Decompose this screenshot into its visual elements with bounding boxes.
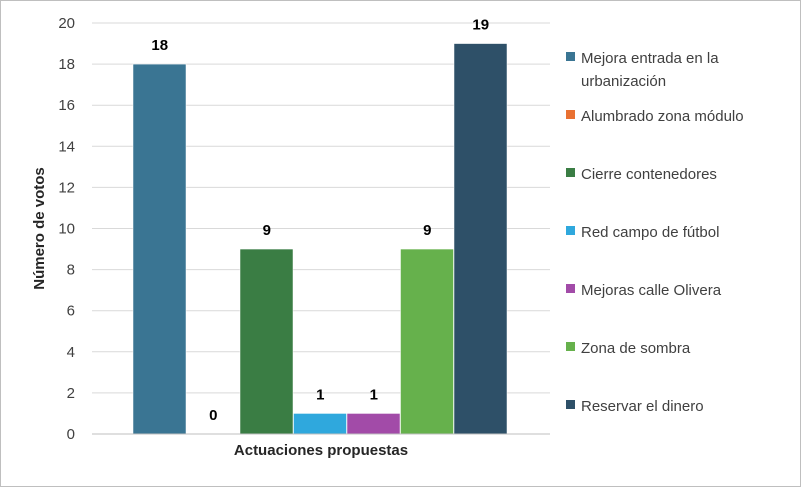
bar xyxy=(346,413,401,435)
y-axis-ticks: 0 2 4 6 8 10 12 14 16 18 20 xyxy=(58,15,75,443)
legend-swatch xyxy=(566,168,575,177)
legend-item: Mejoras calle Olivera xyxy=(566,282,722,299)
data-label: 9 xyxy=(263,222,271,239)
legend-swatch xyxy=(566,284,575,293)
legend-item: Alumbrado zona módulo xyxy=(566,108,744,125)
legend-item: Zona de sombra xyxy=(566,340,691,357)
y-tick-label: 4 xyxy=(67,344,75,361)
legend-swatch xyxy=(566,226,575,235)
legend-swatch xyxy=(566,342,575,351)
legend-label: Cierre contenedores xyxy=(581,166,717,183)
y-tick-label: 12 xyxy=(58,179,75,196)
y-tick-label: 2 xyxy=(67,385,75,402)
y-tick-label: 0 xyxy=(67,426,75,443)
y-tick-label: 14 xyxy=(58,138,75,155)
legend-label: Alumbrado zona módulo xyxy=(581,108,744,125)
y-tick-label: 10 xyxy=(58,221,75,238)
data-label: 9 xyxy=(423,222,431,239)
y-tick-label: 8 xyxy=(67,262,75,279)
bar xyxy=(400,248,454,435)
bars xyxy=(132,43,508,435)
bar xyxy=(239,248,294,435)
data-label: 1 xyxy=(316,386,324,403)
legend-swatch xyxy=(566,110,575,119)
data-label: 1 xyxy=(370,386,378,403)
legend-item: Cierre contenedores xyxy=(566,166,717,183)
y-tick-label: 16 xyxy=(58,97,75,114)
y-tick-label: 20 xyxy=(58,15,75,32)
legend-label: Mejora entrada en la urbanización xyxy=(581,50,719,90)
bar xyxy=(132,63,187,435)
legend-label: Mejoras calle Olivera xyxy=(581,282,722,299)
bar xyxy=(453,43,508,435)
data-label: 19 xyxy=(472,17,489,34)
legend-item: Mejora entrada en la urbanización xyxy=(566,50,719,90)
y-tick-label: 6 xyxy=(67,303,75,320)
data-label: 18 xyxy=(151,37,168,54)
legend-item: Reservar el dinero xyxy=(566,398,704,415)
legend-item: Red campo de fútbol xyxy=(566,224,719,241)
legend-swatch xyxy=(566,400,575,409)
bar xyxy=(293,413,347,435)
legend-label: Red campo de fútbol xyxy=(581,224,719,241)
legend: Mejora entrada en la urbanización Alumbrad… xyxy=(566,50,744,415)
legend-swatch xyxy=(566,52,575,61)
legend-label: Reservar el dinero xyxy=(581,398,704,415)
x-axis-title: Actuaciones propuestas xyxy=(234,442,408,459)
y-tick-label: 18 xyxy=(58,56,75,73)
y-axis-title: Número de votos xyxy=(31,167,48,290)
data-label: 0 xyxy=(209,407,217,424)
legend-label: Zona de sombra xyxy=(581,340,691,357)
